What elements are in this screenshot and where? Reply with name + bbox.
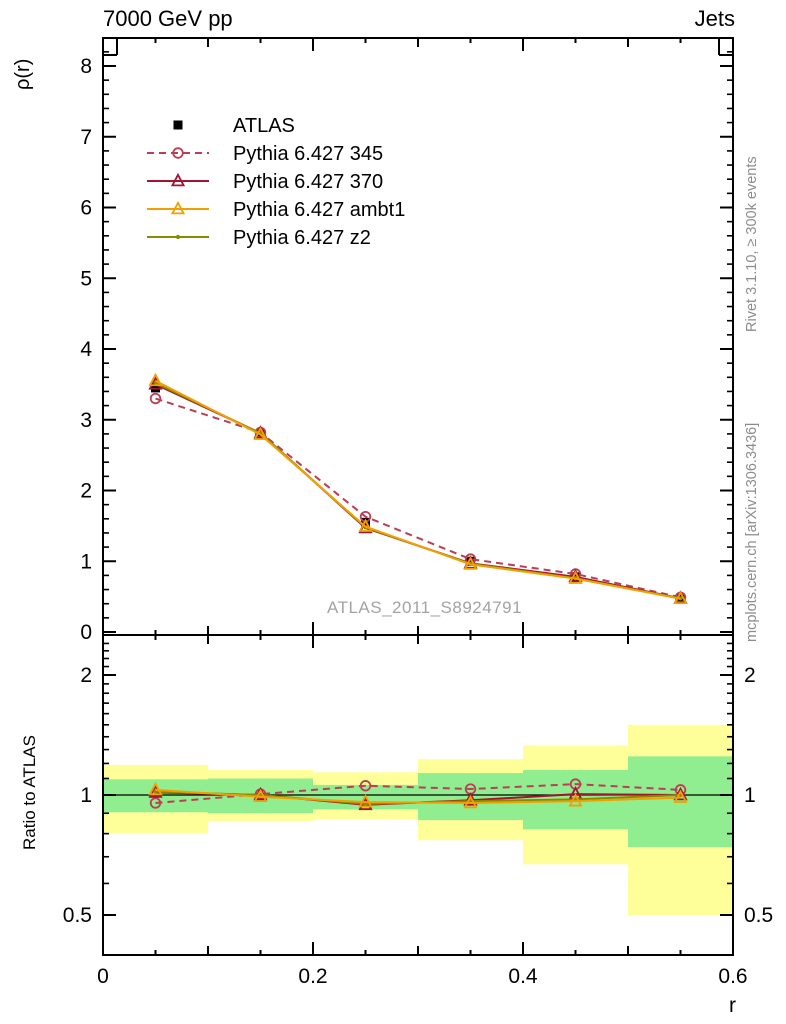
- svg-text:8: 8: [80, 55, 92, 78]
- svg-text:Pythia 6.427 z2: Pythia 6.427 z2: [233, 227, 371, 249]
- svg-text:1: 1: [80, 784, 92, 807]
- svg-text:Pythia 6.427 ambt1: Pythia 6.427 ambt1: [233, 199, 405, 221]
- svg-text:2: 2: [744, 664, 756, 687]
- svg-text:Pythia 6.427 370: Pythia 6.427 370: [233, 171, 383, 193]
- svg-text:3: 3: [80, 409, 92, 432]
- series-pythia-6-427-ambt1: [148, 781, 688, 809]
- legend-item-2: Pythia 6.427 370: [147, 171, 383, 193]
- series-pythia-6-427-z2: [153, 380, 683, 601]
- svg-text:2: 2: [80, 480, 92, 503]
- x-axis-labels: 0 0.2 0.4 0.6: [97, 965, 747, 988]
- plot-title-right: Jets: [694, 6, 735, 31]
- svg-text:0: 0: [80, 621, 92, 644]
- svg-text:4: 4: [80, 338, 92, 361]
- x-axis-title: r: [729, 994, 736, 1017]
- svg-text:6: 6: [80, 197, 92, 220]
- svg-text:2: 2: [80, 664, 92, 687]
- svg-text:0.6: 0.6: [718, 965, 747, 988]
- uncertainty-bands: [103, 724, 733, 915]
- legend-item-4: Pythia 6.427 z2: [147, 227, 371, 249]
- svg-text:0.2: 0.2: [298, 965, 327, 988]
- plot-title-left: 7000 GeV pp: [103, 6, 233, 31]
- series-pythia-6-427-370: [148, 376, 688, 604]
- svg-text:7: 7: [80, 126, 92, 149]
- svg-text:0.5: 0.5: [63, 904, 92, 927]
- svg-text:0.4: 0.4: [508, 965, 538, 988]
- analysis-watermark: ATLAS_2011_S8924791: [327, 598, 523, 617]
- legend-item-1: Pythia 6.427 345: [147, 143, 383, 165]
- series-pythia-6-427-ambt1: [148, 372, 688, 605]
- main-panel: 0 1 2 3 4 5 6 7 8: [80, 37, 734, 644]
- svg-text:5: 5: [80, 267, 92, 290]
- svg-text:Pythia 6.427 345: Pythia 6.427 345: [233, 143, 383, 165]
- legend: ATLAS Pythia 6.427 345 Pythia 6.427 370 Pyt…: [147, 115, 405, 249]
- ratio-panel: 0.5 0.5 1 1 2 2: [63, 634, 773, 956]
- svg-text:1: 1: [80, 550, 92, 573]
- series-pythia-6-427-345: [149, 392, 687, 604]
- svg-text:0.5: 0.5: [744, 904, 773, 927]
- svg-text:ATLAS: ATLAS: [233, 115, 295, 137]
- svg-text:1: 1: [744, 784, 756, 807]
- legend-item-3: Pythia 6.427 ambt1: [147, 199, 405, 221]
- svg-text:0: 0: [97, 965, 109, 988]
- series-atlas: [151, 383, 685, 603]
- legend-item-0: ATLAS: [173, 115, 295, 137]
